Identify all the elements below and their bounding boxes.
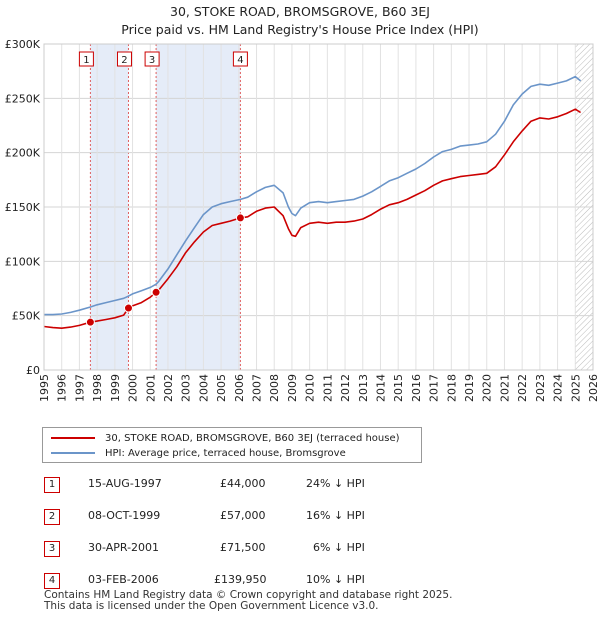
- x-tick-label: 2015: [392, 374, 405, 402]
- sale-label-number: 1: [83, 55, 89, 66]
- x-tick-label: 1999: [109, 374, 122, 402]
- chart-subtitle: Price paid vs. HM Land Registry's House …: [121, 22, 479, 37]
- x-tick-label: 2003: [180, 374, 193, 402]
- x-tick-label: 2009: [286, 374, 299, 402]
- y-tick-label: £300K: [5, 38, 41, 51]
- sale-number-badge: 3: [44, 541, 60, 557]
- price-chart: 1 2 3 4 £0 £50K £100K £150K £200K £250K £300K 1995…: [5, 38, 600, 402]
- plot-frame: [43, 43, 594, 371]
- sale-label-box: [116, 51, 132, 67]
- sale-number-badge: 2: [44, 509, 60, 525]
- x-tick-label: 2011: [321, 374, 334, 402]
- sale-number-badge: 4: [44, 573, 60, 589]
- sale-point: [235, 213, 245, 223]
- x-tick-label: 2021: [498, 374, 511, 402]
- x-tick-label: 2010: [304, 374, 317, 402]
- sale-hpi-diff: 24% ↓ HPI: [306, 477, 365, 490]
- table-row: 4 03-FEB-2006 £139,950 10% ↓ HPI: [44, 570, 404, 589]
- sale-date: 30-APR-2001: [88, 541, 160, 554]
- y-tick-label: £150K: [5, 201, 41, 214]
- sale-label-box: [78, 51, 94, 67]
- legend-label-hpi: HPI: Average price, terraced house, Brom…: [105, 447, 346, 459]
- sale-price: £71,500: [220, 541, 266, 554]
- x-tick-label: 2022: [516, 374, 529, 402]
- sale-hpi-diff: 16% ↓ HPI: [306, 509, 365, 522]
- sale-date: 08-OCT-1999: [88, 509, 161, 522]
- x-tick-label: 2018: [445, 374, 458, 402]
- sale-label-box: [144, 51, 160, 67]
- x-tick-label: 2014: [374, 374, 387, 402]
- table-row: 1 15-AUG-1997 £44,000 24% ↓ HPI: [44, 474, 404, 493]
- x-tick-label: 1995: [38, 374, 51, 402]
- legend-item-property: 30, STOKE ROAD, BROMSGROVE, B60 3EJ (ter…: [51, 431, 400, 445]
- legend-swatch-hpi: [51, 452, 95, 454]
- sale-label-number: 2: [121, 55, 127, 66]
- sale-date: 15-AUG-1997: [88, 477, 162, 490]
- x-tick-label: 2025: [569, 374, 582, 402]
- hpi-series-line: [44, 75, 582, 316]
- sale-label-number: 4: [237, 55, 243, 66]
- x-tick-label: 2005: [215, 374, 228, 402]
- x-tick-label: 2008: [268, 374, 281, 402]
- x-tick-label: 2020: [481, 374, 494, 402]
- y-tick-label: £100K: [5, 255, 41, 268]
- footer-licence: This data is licensed under the Open Gov…: [44, 600, 379, 612]
- x-tick-label: 2019: [463, 374, 476, 402]
- x-tick-label: 1996: [56, 374, 69, 402]
- x-tick-label: 2024: [552, 374, 565, 402]
- legend-item-hpi: HPI: Average price, terraced house, Brom…: [51, 446, 346, 460]
- table-row: 3 30-APR-2001 £71,500 6% ↓ HPI: [44, 538, 404, 557]
- sale-label-box: [232, 51, 248, 67]
- y-tick-label: £200K: [5, 147, 41, 160]
- sale-price: £44,000: [220, 477, 266, 490]
- x-tick-label: 2013: [357, 374, 370, 402]
- sale-hpi-diff: 10% ↓ HPI: [306, 573, 365, 586]
- y-tick-label: £250K: [5, 92, 41, 105]
- y-tick-label: £0: [26, 364, 40, 377]
- footer: Contains HM Land Registry data © Crown c…: [44, 590, 452, 612]
- y-tick-label: £50K: [12, 310, 41, 323]
- x-tick-label: 2006: [233, 374, 246, 402]
- x-tick-label: 2001: [144, 374, 157, 402]
- chart-title: 30, STOKE ROAD, BROMSGROVE, B60 3EJ: [170, 4, 430, 19]
- sale-point: [123, 303, 133, 313]
- x-tick-label: 2000: [127, 374, 140, 402]
- sale-point: [85, 317, 95, 327]
- x-tick-label: 2023: [534, 374, 547, 402]
- legend-swatch-property: [51, 437, 95, 439]
- sale-hpi-diff: 6% ↓ HPI: [313, 541, 365, 554]
- sale-date: 03-FEB-2006: [88, 573, 159, 586]
- sale-price: £139,950: [214, 573, 267, 586]
- x-tick-label: 2002: [162, 374, 175, 402]
- sale-number-badge: 1: [44, 477, 60, 493]
- legend: 30, STOKE ROAD, BROMSGROVE, B60 3EJ (ter…: [42, 427, 422, 463]
- x-tick-label: 2007: [251, 374, 264, 402]
- x-tick-label: 2017: [428, 374, 441, 402]
- legend-label-property: 30, STOKE ROAD, BROMSGROVE, B60 3EJ (ter…: [105, 432, 400, 444]
- x-tick-label: 1997: [73, 374, 86, 402]
- x-tick-label: 1998: [91, 374, 104, 402]
- sale-point: [151, 287, 161, 297]
- x-tick-label: 2004: [197, 374, 210, 402]
- x-tick-label: 2012: [339, 374, 352, 402]
- x-tick-label: 2016: [410, 374, 423, 402]
- sale-price: £57,000: [220, 509, 266, 522]
- sale-label-number: 3: [149, 55, 155, 66]
- table-row: 2 08-OCT-1999 £57,000 16% ↓ HPI: [44, 506, 404, 525]
- footer-copyright: Contains HM Land Registry data © Crown c…: [44, 589, 453, 601]
- x-tick-label: 2026: [587, 374, 600, 402]
